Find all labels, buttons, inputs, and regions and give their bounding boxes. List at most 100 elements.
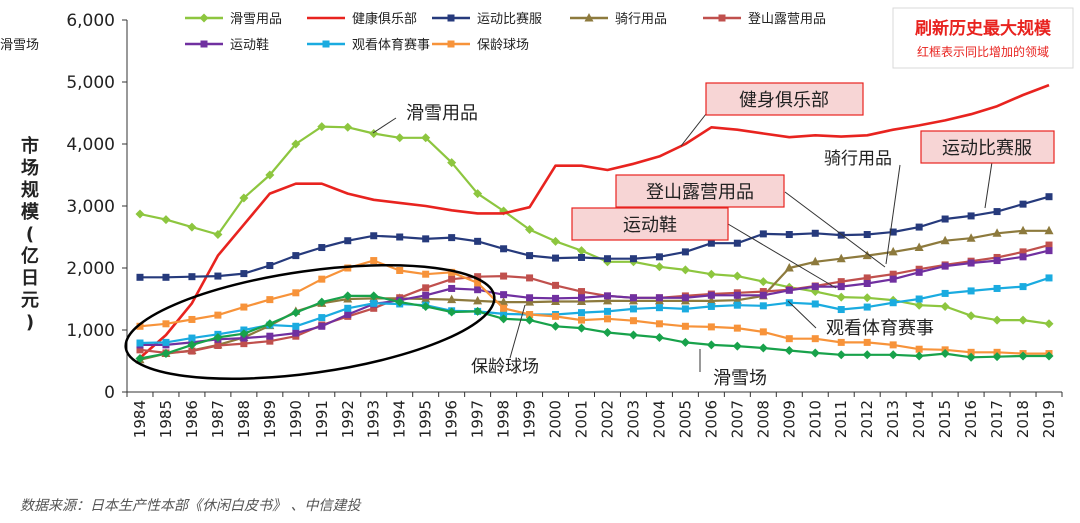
x-tick-label: 2002 [598,400,616,438]
data-point [836,292,846,302]
data-point [447,40,455,48]
data-point [526,294,534,302]
data-point [552,312,560,320]
record-title: 刷新历史最大规模 [915,18,1052,39]
data-point [188,347,196,355]
data-point [396,233,404,241]
legend-item: 观看体育赛事 [307,37,430,53]
data-point [199,13,209,23]
data-point [628,330,638,340]
data-point [239,193,249,203]
data-point [655,320,663,328]
data-point [681,248,689,256]
data-point [602,327,612,337]
data-point [733,324,741,332]
data-point [914,300,924,310]
data-point [578,294,586,302]
data-point [292,322,300,330]
leader-line [784,191,886,268]
data-point [578,288,586,296]
data-point [370,304,378,312]
data-point [681,322,689,330]
data-point [889,341,897,349]
x-tick-label: 1999 [521,400,539,438]
data-point [759,291,767,299]
data-point [500,272,508,280]
data-point [706,269,716,279]
leader-line [372,117,397,134]
data-point [500,291,508,299]
callout-sportswear: 运动比赛服 [942,138,1032,159]
y-tick-label: 1,000 [66,321,115,341]
legend-item: 滑雪场 [0,38,39,53]
callout-spectator: 观看体育赛事 [826,318,934,339]
data-point [499,297,509,306]
data-point [863,274,871,282]
data-point [603,307,611,315]
data-point [266,262,274,270]
data-point [915,268,923,276]
x-tick-label: 1991 [313,400,331,438]
series-line [139,294,1049,360]
axes: 0 1,000 2,000 3,000 4,000 5,000 6,000 1984 1985 1… [21,11,1063,438]
data-point [888,350,898,360]
data-point [266,332,274,340]
data-point [447,158,457,168]
data-point [603,255,611,263]
data-point [1044,351,1054,361]
data-point [785,231,793,239]
data-point [526,274,534,282]
x-tick-label: 1992 [339,400,357,438]
leader-line [680,113,707,147]
y-tick-label: 0 [104,383,115,403]
data-point [578,309,586,317]
data-point [1019,283,1027,291]
data-point [784,263,794,272]
data-point [266,296,274,304]
x-tick-label: 2007 [728,400,746,438]
data-point [474,273,482,281]
annotations: 刷新历史最大规模 红框表示同比增加的领域 健身俱乐部 运动比赛服 登山露营用品 … [124,7,1074,389]
data-point [681,294,689,302]
data-point [526,311,534,318]
legend-item: 健康俱乐部 [307,11,417,27]
data-point [473,306,483,316]
data-point [862,293,872,303]
x-tick-label: 2017 [988,400,1006,438]
data-point [733,239,741,247]
data-point [395,297,405,307]
data-point [214,272,222,280]
data-point [318,244,326,252]
data-point [447,307,457,317]
data-point [578,253,586,261]
data-point [1019,253,1027,261]
data-point [992,228,1002,237]
data-point [369,291,379,301]
callout-ski-resort: 滑雪场 [713,368,767,389]
data-point [421,301,431,311]
data-point [784,345,794,355]
data-point [447,294,457,304]
x-tick-label: 2012 [858,400,876,438]
data-point [500,245,508,253]
data-point [837,283,845,291]
data-point [422,270,430,278]
data-point [629,255,637,263]
data-point [836,253,846,263]
data-point [993,257,1001,265]
data-point [136,322,144,330]
data-point [344,311,352,318]
x-tick-label: 2016 [962,400,980,438]
record-box [892,7,1074,69]
data-point [681,305,689,313]
data-point [422,235,430,243]
data-point [584,13,594,22]
data-point [344,264,352,272]
x-tick-label: 1994 [391,400,409,438]
data-point [265,170,275,180]
legend-label: 运动比赛服 [477,11,542,27]
record-note: 红框表示同比增加的领域 [917,44,1049,59]
data-point [188,334,196,342]
callout-outdoor: 登山露营用品 [646,182,754,203]
data-point [396,266,404,274]
